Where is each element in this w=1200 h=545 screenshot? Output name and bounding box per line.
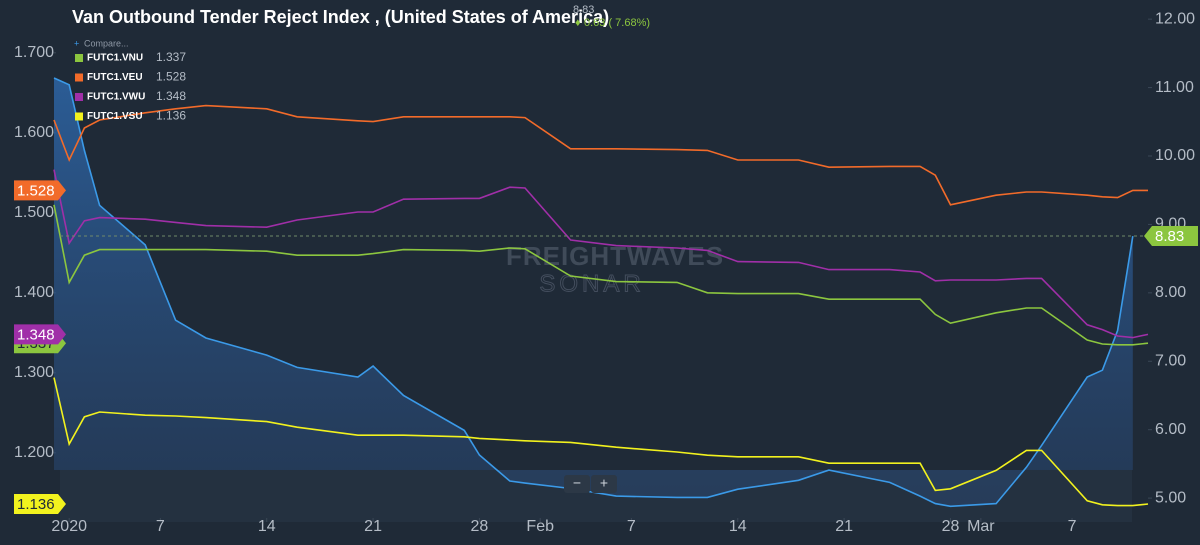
x-tick-label: 28 bbox=[471, 518, 489, 535]
value-badge-label: 1.136 bbox=[17, 496, 55, 513]
y2-tick-label: 11.00 bbox=[1155, 79, 1194, 96]
y2-tick-label: 6.00 bbox=[1155, 421, 1186, 438]
x-tick-label: 21 bbox=[364, 518, 382, 535]
legend-value: 1.528 bbox=[156, 70, 186, 84]
y2-tick-label: 7.00 bbox=[1155, 352, 1186, 369]
y2-tick-label: 8.00 bbox=[1155, 284, 1186, 301]
legend-value: 1.337 bbox=[156, 50, 186, 64]
x-tick-label: 7 bbox=[156, 518, 165, 535]
compare-icon: + bbox=[74, 38, 79, 48]
zoom-in-label: + bbox=[600, 475, 608, 491]
y-tick-label: 1.500 bbox=[14, 204, 54, 221]
legend-value: 1.348 bbox=[156, 89, 186, 103]
legend-swatch bbox=[75, 112, 83, 121]
line bbox=[53, 204, 1149, 346]
legend-swatch bbox=[75, 73, 83, 82]
value-badge-label: 1.528 bbox=[17, 182, 55, 199]
watermark: SONAR bbox=[539, 270, 644, 297]
legend-swatch bbox=[75, 54, 83, 62]
x-tick-label: 14 bbox=[729, 518, 747, 535]
x-tick-label: Feb bbox=[526, 518, 554, 535]
x-tick-label: 7 bbox=[1068, 518, 1077, 535]
legend-swatch bbox=[75, 93, 83, 101]
x-tick-label: Mar bbox=[967, 518, 995, 535]
zoom-in-button[interactable] bbox=[591, 475, 617, 493]
line bbox=[53, 104, 1148, 206]
value-badge bbox=[1144, 226, 1198, 247]
value-badge-label: 1.348 bbox=[17, 326, 55, 343]
value-badge bbox=[14, 494, 66, 514]
value-badge bbox=[14, 180, 66, 201]
x-tick-label: 14 bbox=[258, 518, 276, 535]
x-tick-label: 2020 bbox=[51, 518, 87, 535]
x-tick-label: 21 bbox=[835, 518, 853, 535]
line bbox=[53, 169, 1149, 339]
change-icon: ♦ bbox=[575, 17, 581, 29]
y2-tick-label: 12.00 bbox=[1155, 10, 1195, 27]
compare-link[interactable]: Compare... bbox=[84, 38, 129, 48]
y-tick-label: 1.400 bbox=[14, 284, 54, 301]
y2-tick-label: 5.00 bbox=[1155, 489, 1186, 506]
legend-label: FUTC1.VEU bbox=[87, 72, 143, 83]
area bbox=[54, 78, 1133, 507]
chart-title: Van Outbound Tender Reject Index , (Unit… bbox=[72, 7, 609, 27]
legend-label: FUTC1.VNU bbox=[87, 53, 143, 64]
y-tick-label: 1.700 bbox=[14, 44, 54, 61]
line bbox=[53, 377, 1149, 507]
y-tick-label: 1.200 bbox=[14, 444, 54, 461]
value-badge bbox=[14, 324, 66, 345]
zoom-out-button[interactable] bbox=[564, 475, 590, 493]
legend-value: 1.136 bbox=[156, 109, 186, 123]
y-tick-label: 1.300 bbox=[14, 364, 54, 381]
header-change: 0.63 ( 7.68%) bbox=[584, 17, 650, 29]
value-badge-label: 8.83 bbox=[1155, 228, 1184, 245]
x-tick-label: 28 bbox=[942, 518, 960, 535]
legend-label: FUTC1.VWU bbox=[87, 92, 145, 103]
legend-label: FUTC1.VSU bbox=[87, 111, 143, 122]
header-value: 8.83 bbox=[573, 4, 594, 16]
y-tick-label: 1.600 bbox=[14, 124, 54, 141]
x-tick-label: 7 bbox=[627, 518, 636, 535]
y2-tick-label: 10.00 bbox=[1155, 147, 1195, 164]
zoom-out-label: − bbox=[573, 475, 581, 491]
